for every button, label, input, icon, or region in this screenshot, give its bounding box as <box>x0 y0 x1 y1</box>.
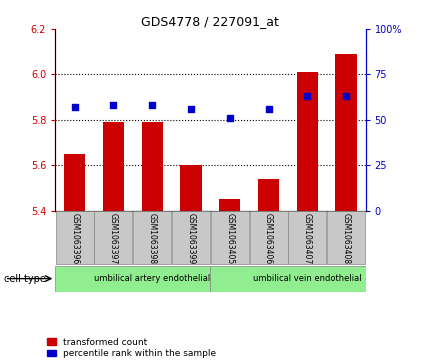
Legend: transformed count, percentile rank within the sample: transformed count, percentile rank withi… <box>47 338 216 359</box>
FancyBboxPatch shape <box>56 211 94 264</box>
FancyBboxPatch shape <box>288 211 326 264</box>
Bar <box>180 165 201 211</box>
Point <box>149 102 156 108</box>
Bar <box>219 199 241 211</box>
Text: cell type: cell type <box>4 274 46 284</box>
FancyBboxPatch shape <box>172 211 210 264</box>
FancyBboxPatch shape <box>211 211 249 264</box>
Bar <box>142 122 163 211</box>
Text: umbilical artery endothelial: umbilical artery endothelial <box>94 274 210 283</box>
FancyBboxPatch shape <box>133 211 171 264</box>
Text: GSM1063396: GSM1063396 <box>70 213 79 265</box>
Text: GSM1063407: GSM1063407 <box>303 213 312 265</box>
Point <box>187 106 194 112</box>
Point <box>304 93 311 99</box>
Title: GDS4778 / 227091_at: GDS4778 / 227091_at <box>142 15 279 28</box>
Text: GSM1063397: GSM1063397 <box>109 213 118 265</box>
FancyBboxPatch shape <box>210 266 366 292</box>
Bar <box>335 54 357 211</box>
FancyBboxPatch shape <box>249 211 288 264</box>
Text: umbilical vein endothelial: umbilical vein endothelial <box>253 274 362 283</box>
Point <box>265 106 272 112</box>
Text: GSM1063406: GSM1063406 <box>264 213 273 265</box>
Text: GSM1063398: GSM1063398 <box>148 213 157 264</box>
Bar <box>297 72 318 211</box>
Text: GSM1063399: GSM1063399 <box>187 213 196 265</box>
Point <box>227 115 233 121</box>
FancyBboxPatch shape <box>94 211 133 264</box>
FancyBboxPatch shape <box>327 211 365 264</box>
Point <box>110 102 117 108</box>
Bar <box>64 154 85 211</box>
Bar <box>103 122 124 211</box>
Text: GSM1063405: GSM1063405 <box>225 213 234 265</box>
Text: GSM1063408: GSM1063408 <box>342 213 351 264</box>
Point <box>343 93 349 99</box>
FancyBboxPatch shape <box>55 266 210 292</box>
Bar <box>258 179 279 211</box>
Point <box>71 104 78 110</box>
